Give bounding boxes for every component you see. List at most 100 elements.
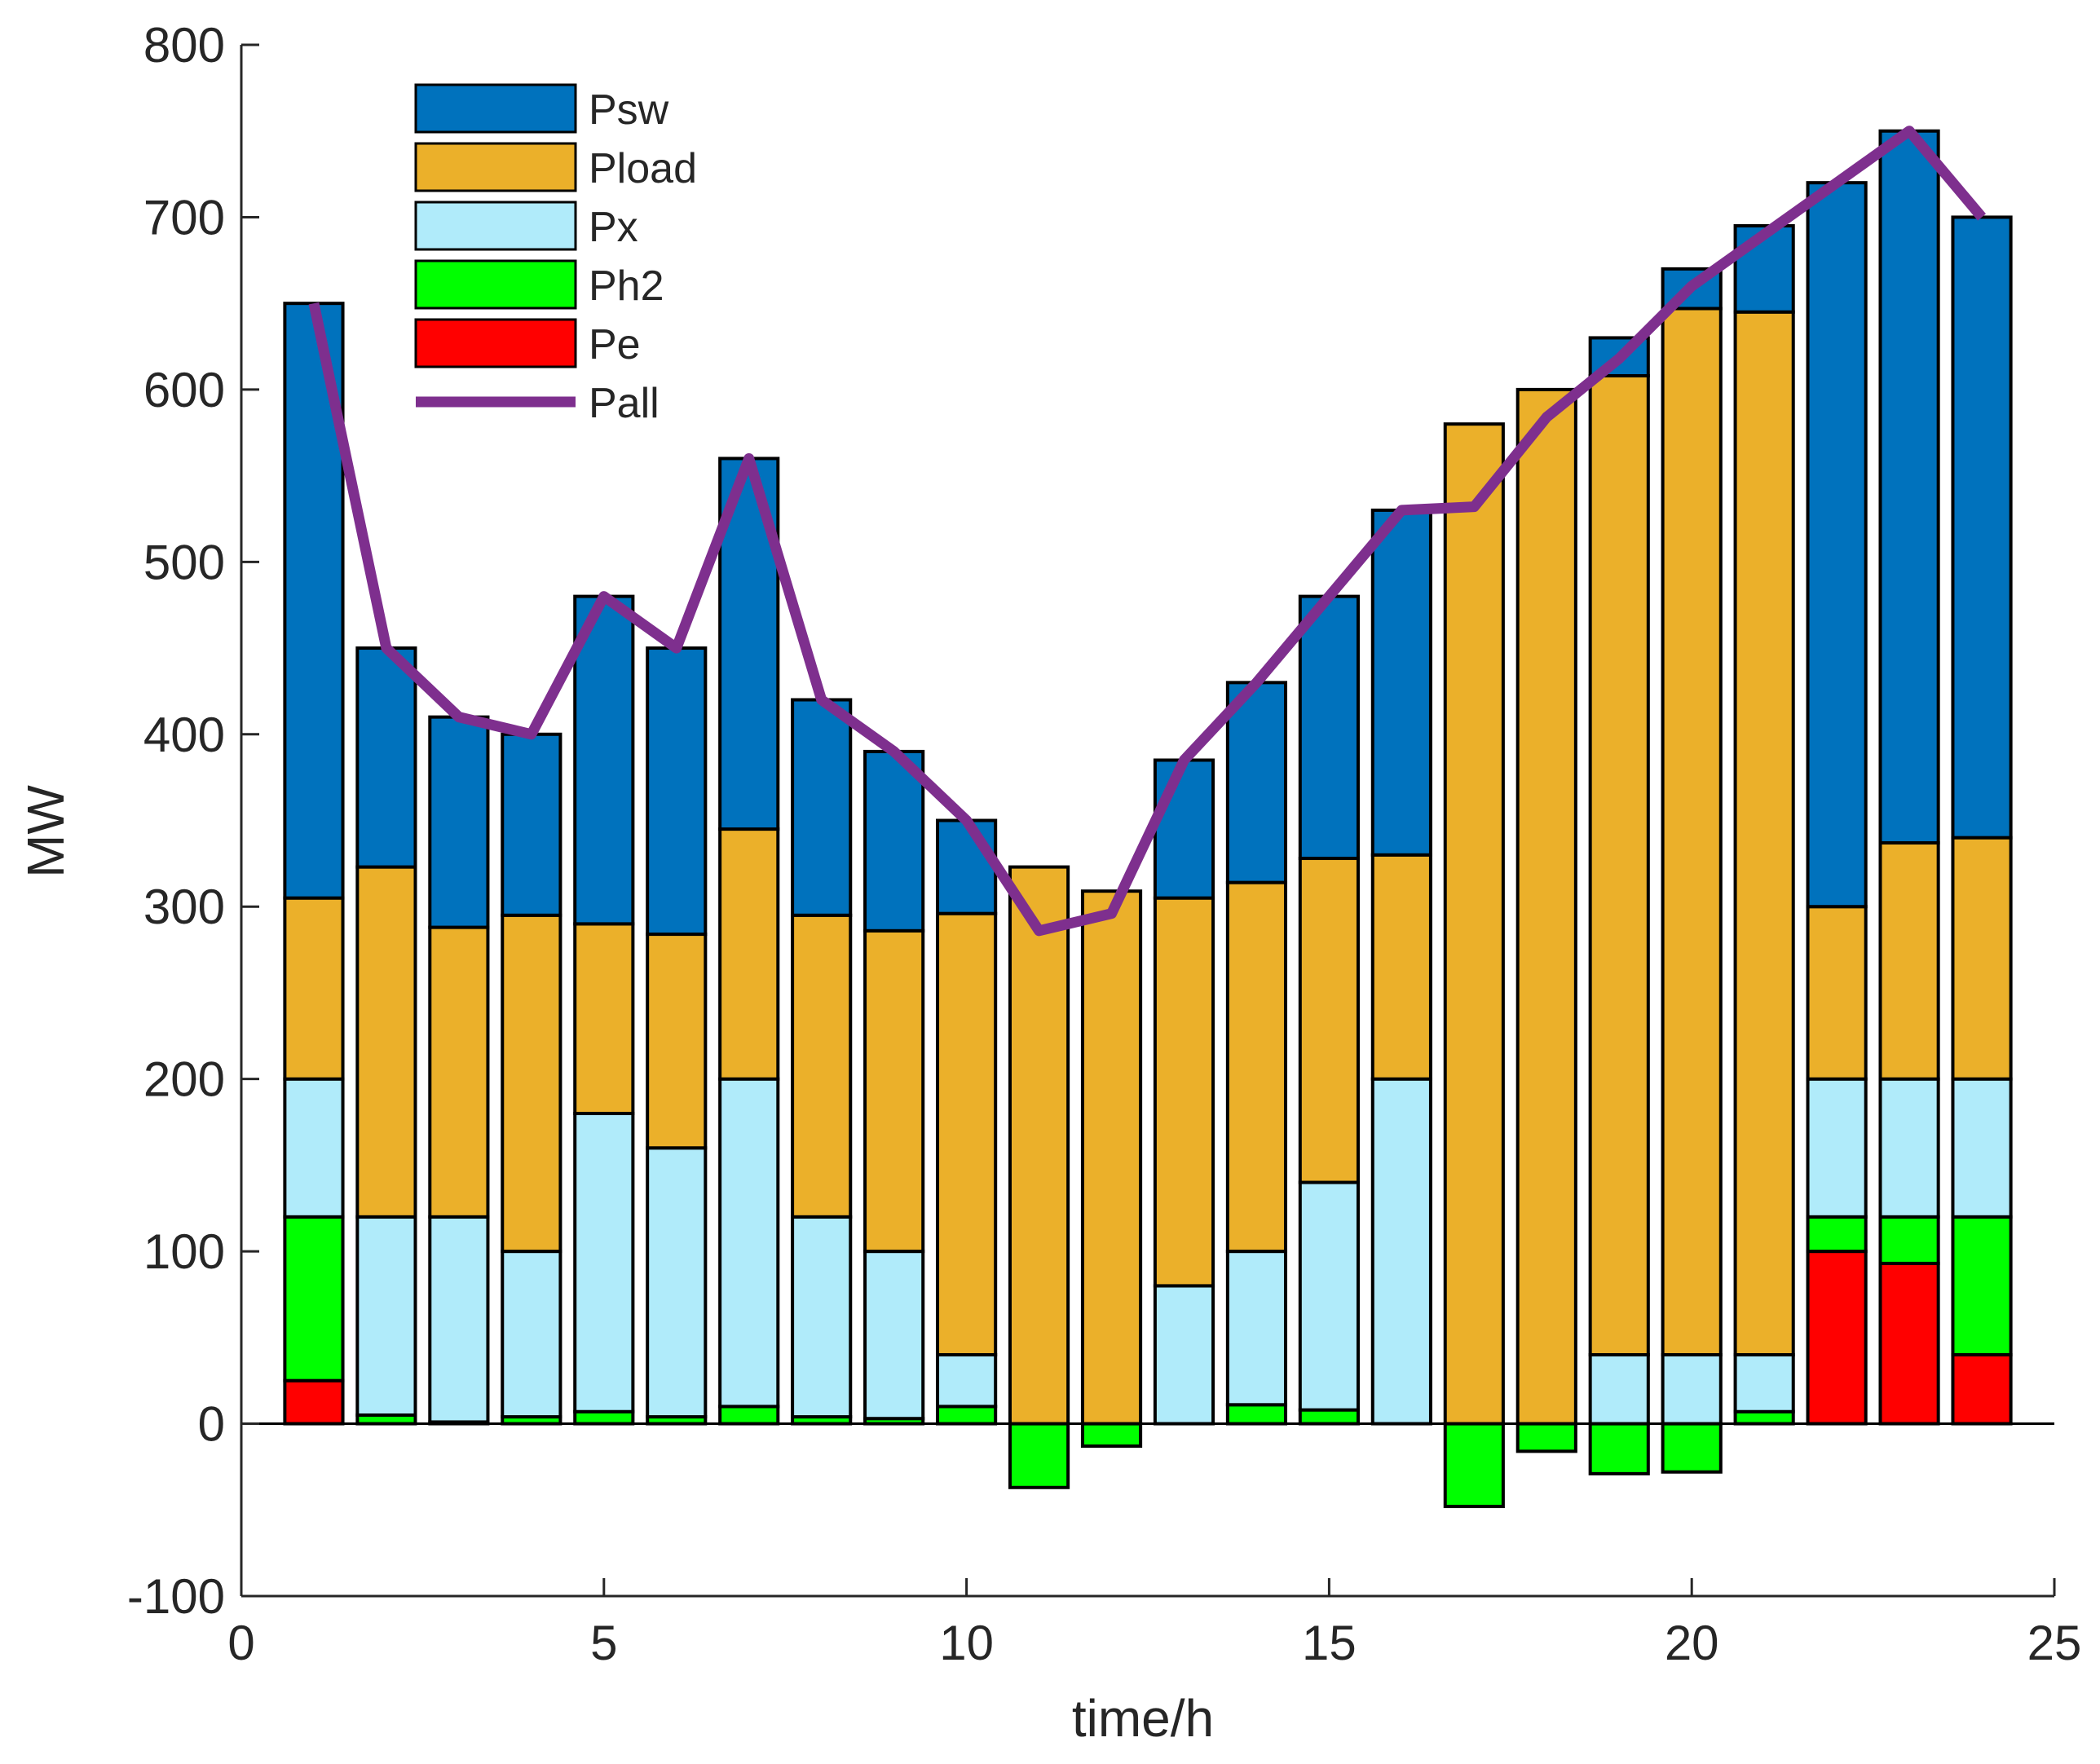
bar-px-1 — [283, 1077, 345, 1219]
bar-ph2-7 — [718, 1405, 780, 1426]
bar-psw-3 — [428, 715, 490, 929]
x-tick-label: 5 — [590, 1616, 617, 1670]
legend-swatch-px — [414, 201, 577, 251]
bar-pload-9 — [863, 928, 925, 1254]
bar-psw-2 — [355, 646, 417, 869]
bar-ph2-21 — [1733, 1409, 1795, 1426]
bar-pload-1 — [283, 896, 345, 1081]
bar-px-13 — [1153, 1284, 1215, 1426]
bar-pe-1 — [283, 1378, 345, 1426]
bar-px-15 — [1298, 1180, 1360, 1412]
legend-swatch-pe — [414, 318, 577, 368]
legend-label-ph2: Ph2 — [589, 262, 664, 310]
bar-px-16 — [1370, 1077, 1432, 1426]
bar-marks — [283, 129, 2013, 1509]
bar-ph2-19 — [1588, 1422, 1650, 1475]
y-tick-label: -100 — [127, 1569, 225, 1624]
x-tick-label: 25 — [2027, 1616, 2082, 1670]
bar-pe-22 — [1806, 1250, 1868, 1426]
bar-ph2-17 — [1443, 1422, 1505, 1509]
bar-pload-18 — [1515, 387, 1577, 1426]
bar-ph2-12 — [1080, 1422, 1143, 1449]
bar-pload-13 — [1153, 896, 1215, 1288]
legend-swatch-psw — [414, 83, 577, 134]
legend-swatch-pload — [414, 142, 577, 192]
bar-pload-4 — [501, 913, 562, 1254]
y-tick-label: 400 — [143, 708, 225, 762]
x-axis-label: time/h — [1072, 1689, 1214, 1748]
bar-pload-22 — [1806, 905, 1868, 1081]
bar-ph2-1 — [283, 1215, 345, 1383]
bar-ph2-23 — [1878, 1215, 1940, 1265]
bar-pload-10 — [936, 911, 998, 1356]
bar-ph2-10 — [936, 1405, 998, 1426]
bar-ph2-24 — [1951, 1215, 2013, 1356]
bar-pload-20 — [1661, 306, 1723, 1356]
bar-pload-19 — [1588, 373, 1650, 1356]
bar-px-20 — [1661, 1352, 1723, 1426]
bar-pload-8 — [791, 913, 853, 1219]
bar-psw-6 — [646, 646, 708, 937]
y-tick-label: 800 — [143, 18, 225, 73]
axes — [240, 43, 2056, 1598]
bar-px-7 — [718, 1077, 780, 1409]
bar-px-21 — [1733, 1352, 1795, 1413]
bar-px-8 — [791, 1215, 853, 1419]
bar-psw-22 — [1806, 181, 1868, 909]
bar-px-9 — [863, 1250, 925, 1421]
y-tick-label: 300 — [143, 880, 225, 934]
bar-pload-2 — [355, 865, 417, 1219]
bar-pload-16 — [1370, 853, 1432, 1081]
bar-px-14 — [1225, 1250, 1288, 1407]
bar-psw-24 — [1951, 215, 2013, 840]
bar-psw-13 — [1153, 758, 1215, 900]
bar-ph2-15 — [1298, 1408, 1360, 1426]
bar-psw-5 — [573, 594, 635, 926]
y-tick-label: 100 — [143, 1224, 225, 1279]
bar-pload-6 — [646, 933, 708, 1150]
x-tick-label: 15 — [1302, 1616, 1357, 1670]
bar-px-5 — [573, 1111, 635, 1413]
bar-psw-15 — [1298, 594, 1360, 861]
bar-ph2-22 — [1806, 1215, 1868, 1254]
line-series — [308, 126, 1987, 937]
bar-psw-10 — [936, 818, 998, 915]
y-axis-label: MW — [16, 785, 75, 878]
bar-ph2-14 — [1225, 1403, 1288, 1426]
bar-psw-8 — [791, 698, 853, 917]
bar-pe-23 — [1878, 1261, 1940, 1426]
legend-label-px: Px — [589, 204, 638, 251]
bar-px-22 — [1806, 1077, 1868, 1219]
bar-pload-17 — [1443, 422, 1505, 1426]
bar-px-10 — [936, 1352, 998, 1409]
bar-ph2-20 — [1661, 1422, 1723, 1474]
y-tick-label: 600 — [143, 363, 225, 417]
bar-ph2-5 — [573, 1409, 635, 1426]
y-tick-label: 700 — [143, 190, 225, 245]
bar-px-19 — [1588, 1352, 1650, 1426]
legend-label-pall: Pall — [589, 380, 660, 427]
bar-pe-24 — [1951, 1352, 2013, 1426]
x-tick-label: 20 — [1665, 1616, 1719, 1670]
bar-pload-15 — [1298, 857, 1360, 1184]
bar-ph2-18 — [1515, 1422, 1577, 1453]
bar-pload-7 — [718, 827, 780, 1081]
bar-pload-12 — [1080, 889, 1143, 1426]
legend-label-pe: Pe — [589, 321, 641, 368]
bar-psw-9 — [863, 749, 925, 933]
bar-ph2-11 — [1008, 1422, 1070, 1489]
bar-px-3 — [428, 1215, 490, 1424]
legend-swatch-ph2 — [414, 259, 577, 310]
bar-psw-14 — [1225, 681, 1288, 884]
x-tick-label: 0 — [227, 1616, 254, 1670]
y-tick-label: 0 — [198, 1397, 225, 1452]
bar-pload-5 — [573, 922, 635, 1115]
bar-pload-24 — [1951, 836, 2013, 1081]
bar-px-23 — [1878, 1077, 1940, 1219]
line-pall — [308, 126, 1987, 937]
bar-pload-21 — [1733, 310, 1795, 1356]
bar-pload-11 — [1008, 865, 1070, 1426]
bar-px-2 — [355, 1215, 417, 1417]
